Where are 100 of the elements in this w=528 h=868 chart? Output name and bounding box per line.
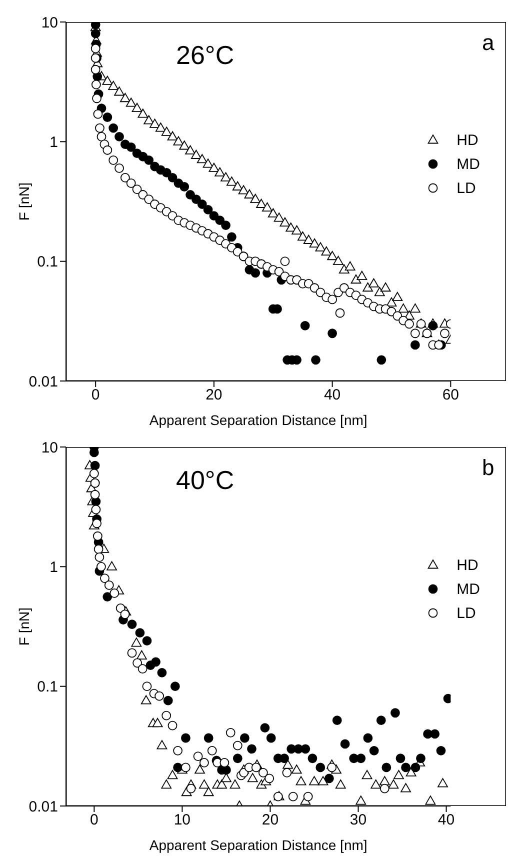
point [216, 779, 228, 789]
point [203, 205, 213, 214]
point [227, 232, 236, 242]
point [168, 720, 178, 730]
point [400, 783, 411, 792]
annotation: 26°C [176, 40, 234, 71]
point [428, 320, 438, 330]
point [288, 792, 298, 802]
y-tick-label: 0.01 [28, 373, 58, 390]
x-tick-label: 30 [350, 812, 367, 829]
point [207, 746, 217, 756]
point [430, 729, 440, 739]
point [180, 182, 190, 192]
point [92, 518, 102, 528]
legend-label: MD [456, 580, 480, 598]
point [388, 779, 399, 789]
point [316, 762, 326, 772]
point [108, 123, 118, 133]
y-tick-label: 1 [50, 558, 58, 576]
point [135, 628, 145, 638]
point [335, 779, 346, 789]
point [203, 786, 214, 796]
point [144, 156, 154, 165]
legend-label: HD [456, 132, 478, 148]
point [251, 762, 261, 772]
point [200, 758, 209, 768]
point [127, 648, 137, 658]
point [181, 733, 190, 743]
point [114, 132, 124, 142]
x-tick-label: 20 [262, 812, 279, 829]
point [340, 739, 350, 749]
x-tick-label: 60 [442, 386, 460, 404]
point [94, 544, 104, 554]
point [220, 758, 230, 768]
point [370, 779, 382, 789]
point [328, 328, 338, 338]
point [318, 776, 328, 786]
point [92, 531, 102, 541]
point [199, 779, 210, 789]
x-tick-label: 0 [91, 386, 100, 404]
y-tick-label: 1 [50, 134, 58, 151]
point [401, 762, 410, 772]
point [232, 740, 242, 750]
y-axis-title: F [nN] [16, 182, 32, 221]
point [356, 796, 366, 805]
point [162, 710, 172, 720]
y-tick-label: 0.1 [37, 254, 58, 271]
point [131, 638, 142, 647]
point [406, 767, 416, 776]
point [324, 774, 334, 784]
point [162, 168, 172, 178]
point [104, 580, 114, 590]
point [136, 650, 147, 660]
point [332, 716, 342, 726]
point [120, 610, 130, 619]
point [260, 723, 270, 733]
point [416, 754, 426, 764]
point [394, 770, 404, 780]
x-tick-label: 40 [438, 812, 455, 829]
point [309, 776, 320, 786]
point [221, 220, 230, 230]
point [191, 194, 201, 204]
point [90, 28, 100, 38]
point [90, 460, 100, 470]
point [396, 754, 406, 764]
y-axis-title: F [nN] [16, 607, 32, 646]
point [280, 754, 290, 764]
point [311, 355, 320, 365]
text: b [482, 455, 494, 481]
point [282, 768, 292, 778]
point [170, 682, 180, 692]
point [264, 774, 274, 784]
point [161, 779, 172, 789]
x-tick-label: 20 [206, 386, 222, 404]
point [152, 718, 163, 728]
point [140, 695, 152, 704]
point [156, 740, 168, 750]
text: a [482, 30, 494, 56]
point [300, 320, 310, 330]
y-tick-label: 0.01 [28, 798, 58, 816]
point [379, 776, 390, 786]
point [168, 172, 178, 182]
point [173, 746, 182, 756]
point [266, 733, 276, 743]
point [167, 770, 178, 780]
point [106, 561, 117, 570]
point [91, 504, 101, 514]
x-tick-label: 10 [174, 812, 191, 829]
point [300, 744, 310, 754]
legend-label: LD [456, 604, 476, 622]
point [194, 764, 205, 774]
point [240, 733, 250, 743]
point [376, 716, 386, 726]
point [327, 762, 337, 772]
point [230, 779, 240, 789]
point [296, 776, 306, 786]
point [308, 754, 318, 764]
point [382, 762, 392, 772]
y-tick-label: 10 [41, 439, 58, 456]
x-tick-label: 40 [324, 386, 341, 404]
